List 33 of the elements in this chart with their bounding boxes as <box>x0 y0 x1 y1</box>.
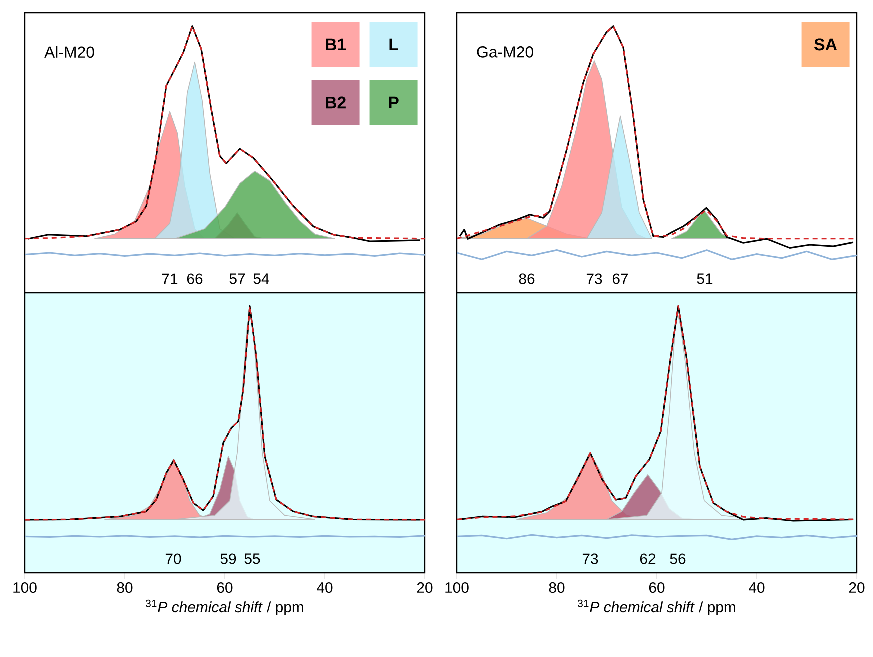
annotation: 73 <box>582 554 598 564</box>
annotation: 55 <box>244 554 260 564</box>
x-tick-label: 60 <box>649 582 665 594</box>
annotation: 70 <box>166 554 182 564</box>
x-tick-label: 80 <box>549 582 565 594</box>
text: B1 <box>326 38 346 51</box>
x-tick-label: 40 <box>317 582 333 594</box>
text: L <box>390 38 398 51</box>
annotation: 59 <box>220 554 236 564</box>
annotation: 56 <box>670 554 686 564</box>
x-axis-title: $^{31}$P chemical shift / ppm <box>578 600 736 616</box>
annotation: 71 <box>162 274 178 284</box>
annotation: Al-M20 <box>44 46 94 58</box>
x-tick-label: 60 <box>217 582 233 594</box>
annotation: 66 <box>187 274 203 284</box>
annotation: 62 <box>640 554 656 564</box>
annotation: 73 <box>586 274 602 284</box>
annotation: 51 <box>697 274 713 284</box>
text: B2 <box>326 96 346 109</box>
annotation: 67 <box>612 274 628 284</box>
text: P <box>389 96 399 109</box>
x-tick-label: 100 <box>446 582 469 594</box>
text: SA <box>814 38 838 51</box>
x-tick-label: 20 <box>417 582 433 594</box>
x-tick-label: 40 <box>749 582 765 594</box>
x-tick-label: 20 <box>849 582 865 594</box>
annotation: 86 <box>519 274 535 284</box>
annotation: 57 <box>230 274 246 284</box>
annotation: 54 <box>254 274 270 284</box>
x-tick-label: 80 <box>117 582 133 594</box>
annotation: Ga-M20 <box>477 46 534 58</box>
x-axis-title: $^{31}$P chemical shift / ppm <box>146 600 304 616</box>
x-tick-label: 100 <box>14 582 37 594</box>
